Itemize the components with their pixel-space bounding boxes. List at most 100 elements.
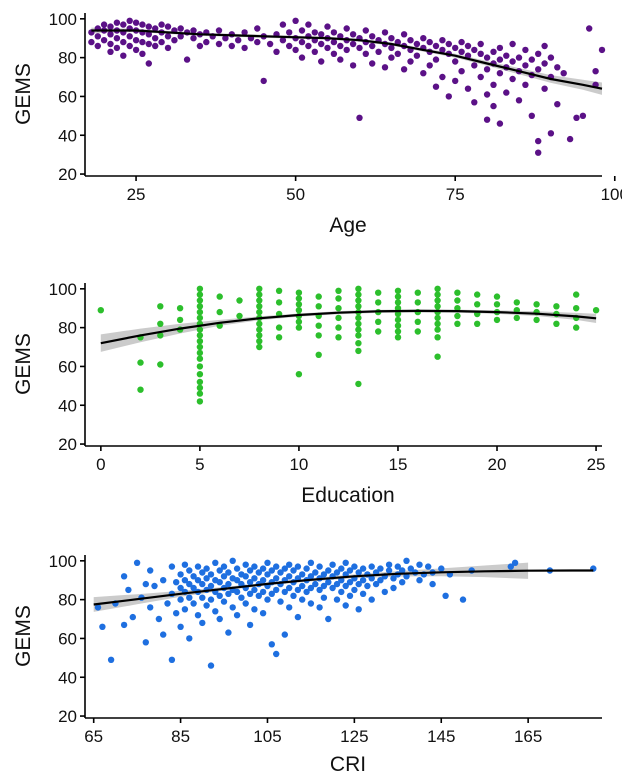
data-point	[215, 27, 223, 34]
data-point	[273, 563, 280, 570]
x-tick-label: 0	[96, 455, 105, 474]
data-point	[496, 44, 504, 52]
data-point	[120, 621, 128, 629]
data-point	[203, 38, 210, 46]
data-point	[426, 62, 433, 69]
data-point	[242, 600, 249, 607]
data-point	[145, 60, 152, 67]
data-point	[315, 303, 322, 310]
fit-line	[100, 309, 597, 345]
data-point	[216, 308, 223, 316]
y-tick-label: 100	[49, 552, 77, 571]
data-point	[215, 40, 223, 48]
data-point	[320, 582, 328, 590]
data-point	[196, 332, 204, 339]
data-point	[333, 580, 341, 588]
panel-age: 25 50 75 100 20 40 60 80 100 Age GEMS	[12, 10, 622, 237]
data-point	[388, 35, 395, 42]
data-point	[199, 594, 206, 601]
data-point	[394, 322, 402, 329]
data-point	[256, 303, 263, 310]
data-point	[414, 299, 421, 306]
data-point	[311, 29, 318, 36]
data-point	[273, 586, 280, 594]
data-point	[216, 293, 223, 300]
data-point	[390, 575, 397, 582]
x-tick-label: 105	[253, 727, 281, 746]
axes-education: 0 5 10 15 20 25 20 40 60 80 100	[49, 280, 606, 474]
data-point	[362, 50, 369, 57]
data-point	[434, 334, 441, 341]
data-point	[120, 38, 127, 46]
x-tick-label: 85	[171, 727, 190, 746]
data-point	[454, 289, 461, 296]
data-point	[281, 565, 288, 572]
data-point	[414, 318, 421, 325]
data-point	[312, 569, 319, 576]
data-point	[298, 54, 306, 61]
data-point	[181, 561, 189, 568]
data-point	[390, 584, 397, 592]
data-point	[416, 561, 423, 568]
data-point	[474, 291, 481, 298]
data-point	[168, 656, 176, 663]
data-point	[286, 604, 293, 611]
y-tick-label: 20	[58, 707, 77, 726]
data-point	[196, 308, 204, 316]
data-point	[377, 577, 384, 584]
x-tick-label: 75	[446, 185, 465, 204]
data-point	[394, 305, 402, 312]
data-point	[509, 40, 516, 48]
data-point	[355, 297, 362, 304]
data-point	[474, 301, 481, 308]
data-point	[496, 120, 504, 127]
data-point	[320, 571, 328, 578]
data-point	[183, 56, 191, 63]
data-point	[160, 577, 167, 584]
data-point	[474, 320, 481, 327]
data-point	[107, 48, 114, 55]
y-tick-label: 60	[58, 357, 77, 376]
data-point	[259, 565, 267, 572]
data-point	[305, 42, 312, 50]
data-point	[246, 621, 254, 629]
data-point	[190, 35, 197, 42]
data-point	[553, 320, 560, 327]
y-tick-label: 100	[49, 280, 77, 299]
data-point	[298, 38, 306, 46]
data-point	[139, 21, 146, 28]
data-point	[372, 580, 380, 588]
data-point	[145, 31, 152, 38]
data-point	[255, 569, 262, 576]
data-point	[381, 64, 389, 71]
data-point	[413, 40, 421, 48]
data-point	[212, 608, 219, 615]
data-point	[381, 588, 388, 596]
data-point	[107, 23, 114, 30]
data-point	[158, 38, 165, 46]
data-point	[355, 380, 362, 388]
data-point	[264, 596, 271, 603]
data-point	[458, 68, 465, 75]
data-point	[560, 70, 567, 77]
x-tick-label: 145	[427, 727, 455, 746]
data-point	[356, 44, 363, 52]
data-point	[176, 316, 184, 324]
data-point	[483, 66, 491, 73]
data-point	[493, 301, 501, 308]
data-point	[113, 35, 121, 42]
data-point	[126, 33, 133, 40]
data-point	[233, 565, 241, 572]
data-point	[216, 579, 223, 586]
data-point	[349, 62, 357, 69]
data-point	[164, 33, 172, 40]
data-point	[490, 48, 497, 55]
data-point	[194, 612, 202, 619]
data-point	[351, 563, 358, 570]
axes-cri: 65 85 105 125 145 165 20 40 60 80 100	[49, 552, 602, 746]
data-point	[592, 68, 599, 75]
data-point	[598, 46, 606, 54]
data-point	[432, 83, 440, 90]
x-tick-label: 100	[601, 185, 622, 204]
data-point	[164, 23, 172, 30]
